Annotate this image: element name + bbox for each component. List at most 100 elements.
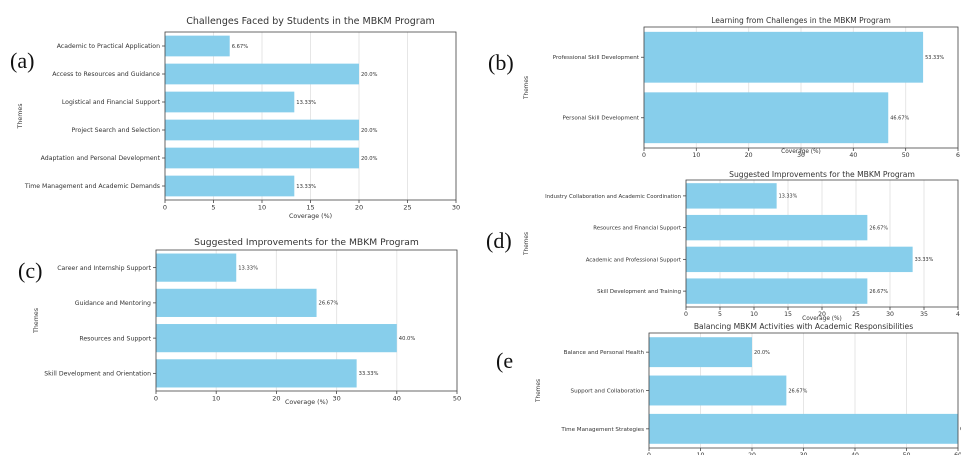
plot-frame	[164, 31, 457, 201]
plot-frame	[685, 179, 959, 308]
x-axis-label: Coverage (%)	[781, 149, 821, 155]
x-tick-label: 30	[332, 395, 340, 403]
category-label: Personal Skill Development	[563, 116, 640, 122]
bar	[644, 31, 924, 83]
chart-title: Suggested Improvements for the MBKM Prog…	[729, 170, 915, 179]
x-tick-label: 6	[956, 152, 960, 159]
chart-title: Learning from Challenges in the MBKM Pro…	[711, 16, 891, 25]
bar	[156, 359, 357, 388]
data-label: 33.33%	[359, 371, 379, 377]
data-label: 40.0%	[399, 336, 416, 342]
data-label: 20.0%	[361, 72, 378, 78]
x-axis-label: Coverage (%)	[289, 213, 332, 220]
category-label: Professional Skill Development	[553, 55, 640, 61]
bar	[686, 278, 868, 304]
category-label: Resources and Financial Support	[593, 226, 681, 232]
x-tick-label: 0	[647, 452, 651, 455]
category-label: Guidance and Mentoring	[75, 300, 151, 307]
bar	[165, 35, 230, 57]
data-label: 13.33%	[296, 184, 316, 190]
panel-label: (e	[496, 348, 513, 373]
data-label: 20.0%	[754, 350, 770, 356]
bar	[649, 375, 787, 406]
x-tick-label: 5	[211, 204, 215, 212]
bar	[649, 337, 752, 368]
plot-frame	[648, 332, 959, 449]
y-axis-label: Themes	[524, 232, 530, 256]
x-tick-label: 20	[748, 452, 756, 455]
x-tick-label: 10	[750, 311, 758, 318]
chart-title: Challenges Faced by Students in the MBKM…	[186, 16, 435, 27]
category-label: Balance and Personal Health	[564, 350, 645, 356]
x-tick-label: 20	[818, 311, 826, 318]
chart-title: Suggested Improvements for the MBKM Prog…	[194, 237, 419, 248]
panel-label: (a)	[10, 48, 34, 73]
x-tick-label: 30	[452, 204, 460, 212]
x-tick-label: 10	[697, 452, 705, 455]
category-label: Logistical and Financial Support	[62, 99, 161, 106]
category-label: Industry Collaboration and Academic Coor…	[545, 194, 681, 200]
x-tick-label: 50	[453, 395, 461, 403]
x-tick-label: 10	[692, 152, 700, 159]
x-tick-label: 0	[154, 395, 158, 403]
chart-panel-5: (e Balancing MBKM Activities with Academi…	[496, 322, 961, 455]
x-tick-label: 25	[852, 311, 860, 318]
bar	[165, 175, 295, 197]
data-label: 13.33%	[238, 265, 258, 271]
panel-label: (c)	[18, 258, 42, 283]
x-tick-label: 30	[797, 152, 805, 159]
x-tick-label: 20	[272, 395, 280, 403]
data-label: 13.33%	[296, 100, 316, 106]
x-tick-label: 15	[784, 311, 792, 318]
chart-panel-4: (d) Suggested Improvements for the MBKM P…	[486, 170, 960, 322]
panel-label: (d)	[486, 228, 512, 253]
panel-label: (b)	[488, 50, 514, 75]
x-tick-label: 20	[355, 204, 363, 212]
category-label: Resources and Support	[79, 335, 151, 342]
bar	[165, 91, 295, 113]
chart-title: Balancing MBKM Activities with Academic …	[694, 322, 913, 331]
category-label: Academic to Practical Application	[57, 43, 160, 50]
x-tick-label: 30	[800, 452, 808, 455]
category-label: Access to Resources and Guidance	[52, 71, 160, 78]
x-axis-label: Coverage (%)	[285, 399, 328, 406]
bar	[686, 246, 913, 273]
chart-panel-3: (c) Suggested Improvements for the MBKM P…	[18, 237, 461, 406]
data-label: 13.33%	[779, 194, 798, 200]
category-label: Academic and Professional Support	[586, 257, 681, 263]
category-label: Skill Development and Training	[597, 289, 681, 295]
x-tick-label: 0	[163, 204, 167, 212]
x-tick-label: 35	[920, 311, 928, 318]
bar	[686, 214, 868, 241]
bar	[644, 92, 889, 144]
data-label: 20.0%	[361, 128, 378, 134]
category-label: Time Management Strategies	[560, 427, 644, 433]
x-tick-label: 25	[403, 204, 411, 212]
category-label: Adaptation and Personal Development	[41, 155, 161, 162]
bar	[165, 119, 359, 141]
category-label: Career and Internship Support	[57, 265, 151, 272]
data-label: 26.67%	[788, 388, 807, 394]
x-tick-label: 30	[886, 311, 894, 318]
x-tick-label: 5	[718, 311, 722, 318]
x-tick-label: 10	[258, 204, 266, 212]
data-label: 26.67%	[869, 289, 888, 295]
bar	[165, 147, 359, 169]
bar	[686, 183, 777, 209]
category-label: Time Management and Academic Demands	[24, 183, 160, 190]
category-label: Project Search and Selection	[72, 127, 161, 134]
x-tick-label: 40	[393, 395, 401, 403]
x-tick-label: 10	[212, 395, 220, 403]
bar	[156, 324, 397, 353]
y-axis-label: Themes	[17, 104, 24, 130]
bar	[649, 413, 958, 444]
bar	[156, 288, 317, 317]
plot-frame	[643, 26, 959, 149]
data-label: 33.33%	[915, 257, 934, 263]
y-axis-label: Themes	[524, 76, 530, 100]
x-tick-label: 0	[684, 311, 688, 318]
x-tick-label: 20	[745, 152, 753, 159]
category-label: Support and Collaboration	[571, 388, 645, 394]
data-label: 6.67%	[232, 44, 249, 50]
bar	[165, 63, 359, 85]
